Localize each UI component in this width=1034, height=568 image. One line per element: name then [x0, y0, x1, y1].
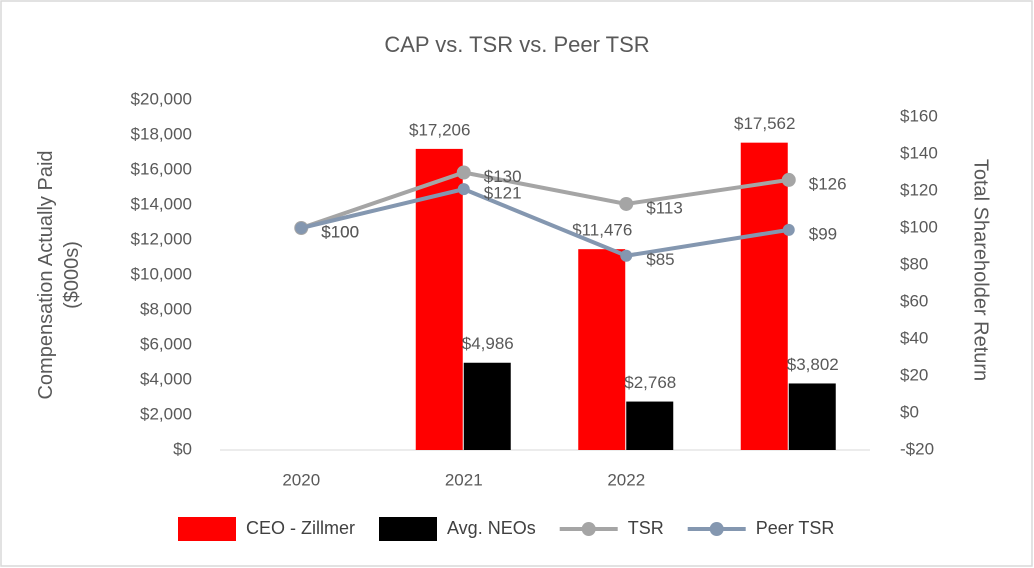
chart-title: CAP vs. TSR vs. Peer TSR [384, 32, 649, 57]
x-tick-label: 2022 [607, 470, 645, 489]
line-value-label: $99 [809, 224, 837, 243]
y-tick-label: $20,000 [131, 89, 192, 108]
line-value-label: $100 [321, 222, 359, 241]
legend-label: TSR [628, 518, 664, 538]
bar [578, 249, 626, 450]
y2-tick-label: $100 [900, 217, 938, 236]
line-point [295, 222, 308, 234]
y-tick-label: $18,000 [131, 124, 192, 143]
bar [463, 362, 511, 450]
y2-tick-label: $40 [900, 328, 928, 347]
line-point [619, 196, 634, 211]
legend-swatch [379, 517, 437, 541]
line-point [456, 165, 471, 180]
y-axis-label: Compensation Actually Paid ($000s) [35, 150, 83, 399]
legend-label: Peer TSR [756, 518, 835, 538]
line-point [782, 223, 795, 236]
y2-tick-label: $120 [900, 180, 938, 199]
y2-tick-label: $80 [900, 254, 928, 273]
bar [788, 383, 836, 450]
y2-tick-label: $0 [900, 402, 919, 421]
bar [626, 401, 674, 450]
y-tick-label: $10,000 [131, 264, 192, 283]
line-value-label: $113 [646, 198, 683, 217]
legend-swatch [581, 522, 596, 536]
y2-axis-label: Total Shareholder Return [970, 159, 992, 381]
y2-tick-label: $60 [900, 291, 928, 310]
y2-tick-label: $20 [900, 365, 928, 384]
bar-value-label: $2,768 [624, 373, 676, 392]
y-tick-label: $14,000 [131, 194, 192, 213]
y2-tick-label: $160 [900, 106, 938, 125]
legend-label: Avg. NEOs [447, 518, 536, 538]
line-value-label: $100 [321, 222, 359, 241]
legend-swatch [178, 517, 236, 541]
x-tick-label: 2020 [282, 470, 320, 489]
x-tick-label: 2021 [445, 470, 483, 489]
y2-tick-label: -$20 [900, 439, 934, 458]
y-tick-label: $12,000 [131, 229, 192, 248]
bar-value-label: $17,206 [409, 120, 470, 139]
legend-swatch [709, 522, 724, 536]
y-tick-label: $8,000 [140, 299, 192, 318]
y-tick-label: $6,000 [140, 334, 192, 353]
line-point [457, 183, 470, 196]
line-point [620, 249, 633, 262]
y2-tick-label: $140 [900, 143, 938, 162]
line-point [781, 172, 796, 187]
bar-value-label: $3,802 [787, 355, 839, 374]
bar [740, 142, 788, 451]
y-tick-label: $2,000 [140, 404, 192, 423]
line-value-label: $126 [809, 174, 847, 193]
line [300, 187, 790, 258]
bar-value-label: $4,986 [462, 334, 514, 353]
y-tick-label: $16,000 [131, 159, 192, 178]
line-value-label: $130 [484, 167, 522, 186]
bar-value-label: $11,476 [572, 221, 632, 240]
line [300, 170, 790, 230]
y-tick-label: $4,000 [140, 369, 192, 388]
y-tick-label: $0 [173, 439, 192, 458]
legend-label: CEO - Zillmer [246, 518, 355, 538]
line-value-label: $121 [484, 184, 522, 203]
line-value-label: $85 [646, 250, 674, 269]
bar-value-label: $17,562 [734, 114, 795, 133]
